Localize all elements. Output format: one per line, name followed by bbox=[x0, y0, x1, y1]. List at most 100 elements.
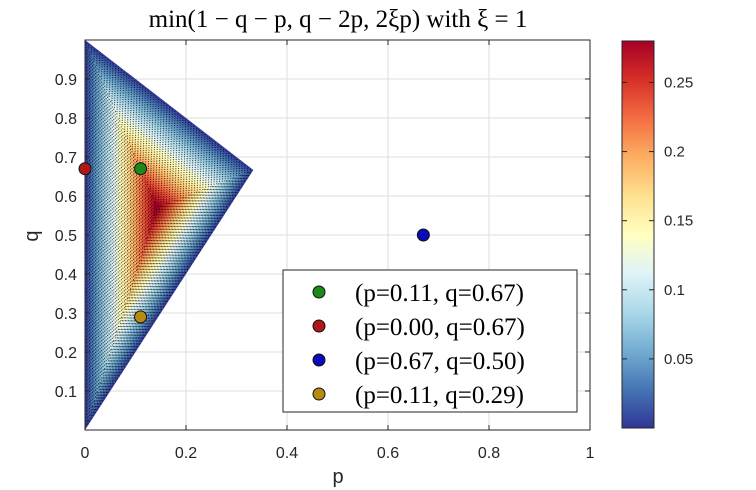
surface-cell bbox=[133, 244, 137, 248]
surface-cell bbox=[136, 103, 140, 107]
surface-cell bbox=[97, 88, 101, 92]
surface-cell bbox=[109, 247, 113, 251]
surface-cell bbox=[148, 115, 152, 119]
surface-cell bbox=[103, 358, 107, 362]
surface-cell bbox=[184, 229, 188, 233]
surface-cell bbox=[85, 61, 89, 65]
surface-cell bbox=[130, 136, 134, 140]
surface-cell bbox=[181, 166, 185, 170]
surface-cell bbox=[118, 100, 122, 104]
surface-cell bbox=[127, 313, 131, 317]
surface-cell bbox=[106, 148, 110, 152]
surface-cell bbox=[202, 211, 206, 215]
surface-cell bbox=[133, 94, 137, 98]
surface-cell bbox=[109, 160, 113, 164]
surface-cell bbox=[139, 157, 143, 161]
surface-cell bbox=[85, 181, 89, 185]
surface-cell bbox=[112, 202, 116, 206]
surface-cell bbox=[190, 154, 194, 158]
contour-line bbox=[146, 182, 172, 240]
surface-cell bbox=[178, 196, 182, 200]
surface-cell bbox=[127, 274, 131, 278]
surface-cell bbox=[124, 283, 128, 287]
surface-cell bbox=[163, 250, 167, 254]
surface-cell bbox=[85, 64, 89, 68]
surface-cell bbox=[142, 229, 146, 233]
surface-cell bbox=[133, 184, 137, 188]
surface-cell bbox=[106, 85, 110, 89]
surface-cell bbox=[97, 286, 101, 290]
surface-cell bbox=[136, 178, 140, 182]
surface-cell bbox=[136, 274, 140, 278]
surface-cell bbox=[127, 307, 131, 311]
surface-cell bbox=[172, 157, 176, 161]
surface-cell bbox=[109, 106, 113, 110]
surface-cell bbox=[85, 283, 89, 287]
surface-cell bbox=[115, 64, 119, 68]
surface-cell bbox=[181, 238, 185, 242]
surface-cell bbox=[139, 274, 143, 278]
surface-cell bbox=[154, 262, 158, 266]
surface-cell bbox=[163, 136, 167, 140]
surface-cell bbox=[103, 103, 107, 107]
surface-cell bbox=[169, 262, 173, 266]
surface-cell bbox=[163, 103, 167, 107]
surface-cell bbox=[160, 178, 164, 182]
surface-cell bbox=[133, 322, 137, 326]
surface-cell bbox=[121, 70, 125, 74]
surface-cell bbox=[103, 202, 107, 206]
surface-cell bbox=[181, 178, 185, 182]
surface-cell bbox=[94, 394, 98, 398]
surface-cell bbox=[112, 370, 116, 374]
surface-cell bbox=[205, 214, 209, 218]
surface-cell bbox=[145, 127, 149, 131]
surface-cell bbox=[136, 292, 140, 296]
surface-cell bbox=[205, 133, 209, 137]
surface-cell bbox=[181, 262, 185, 266]
surface-cell bbox=[94, 163, 98, 167]
surface-cell bbox=[184, 157, 188, 161]
surface-cell bbox=[169, 241, 173, 245]
surface-cell bbox=[136, 208, 140, 212]
surface-cell bbox=[142, 292, 146, 296]
surface-cell bbox=[148, 163, 152, 167]
surface-cell bbox=[178, 184, 182, 188]
surface-cell bbox=[145, 139, 149, 143]
surface-cell bbox=[88, 184, 92, 188]
surface-cell bbox=[130, 337, 134, 341]
surface-cell bbox=[91, 304, 95, 308]
surface-cell bbox=[91, 352, 95, 356]
surface-cell bbox=[166, 121, 170, 125]
surface-cell bbox=[184, 217, 188, 221]
surface-cell bbox=[184, 226, 188, 230]
surface-cell bbox=[115, 184, 119, 188]
surface-cell bbox=[154, 130, 158, 134]
surface-cell bbox=[169, 199, 173, 203]
surface-cell bbox=[97, 67, 101, 71]
surface-cell bbox=[172, 226, 176, 230]
surface-cell bbox=[145, 91, 149, 95]
surface-cell bbox=[121, 223, 125, 227]
surface-cell bbox=[139, 82, 143, 86]
surface-cell bbox=[148, 103, 152, 107]
surface-cell bbox=[130, 274, 134, 278]
data-point-4 bbox=[134, 310, 148, 324]
surface-cell bbox=[88, 304, 92, 308]
surface-cell bbox=[148, 232, 152, 236]
surface-cell bbox=[112, 94, 116, 98]
surface-cell bbox=[175, 112, 179, 116]
surface-cell bbox=[148, 151, 152, 155]
surface-cell bbox=[97, 172, 101, 176]
surface-cell bbox=[214, 166, 218, 170]
surface-cell bbox=[88, 181, 92, 185]
surface-cell bbox=[142, 259, 146, 263]
surface-cell bbox=[97, 196, 101, 200]
surface-cell bbox=[154, 310, 158, 314]
surface-cell bbox=[133, 247, 137, 251]
surface-cell bbox=[229, 190, 233, 194]
surface-cell bbox=[145, 94, 149, 98]
surface-cell bbox=[85, 217, 89, 221]
surface-cell bbox=[85, 268, 89, 272]
surface-cell bbox=[136, 115, 140, 119]
surface-cell bbox=[169, 244, 173, 248]
